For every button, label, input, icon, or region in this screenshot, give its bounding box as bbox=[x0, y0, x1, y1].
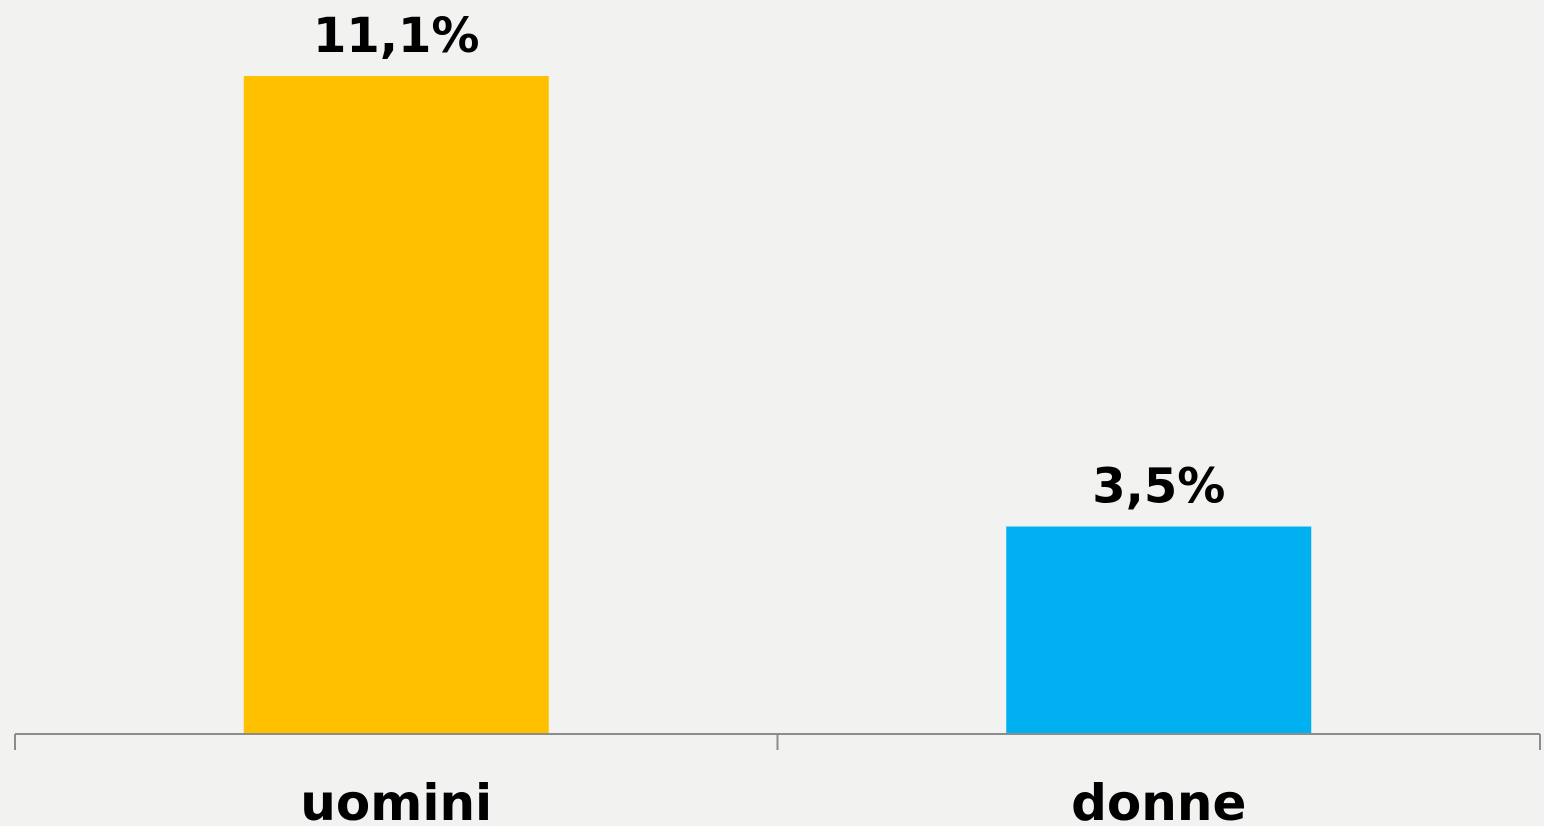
x-tick-label: donne bbox=[1071, 774, 1246, 826]
bar bbox=[243, 76, 549, 734]
x-tick-label: uomini bbox=[300, 774, 492, 826]
data-label: 3,5% bbox=[1092, 459, 1225, 515]
data-label: 11,1% bbox=[313, 8, 480, 64]
bar bbox=[1006, 526, 1312, 734]
